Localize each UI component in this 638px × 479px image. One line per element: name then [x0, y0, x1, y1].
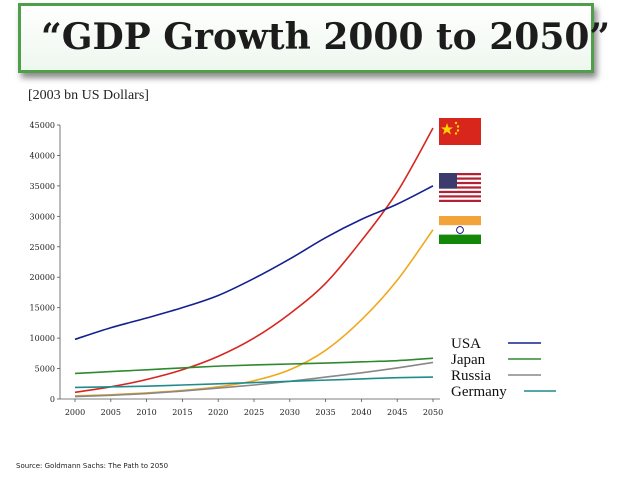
y-tick-label: 45000 — [30, 121, 55, 130]
y-tick-label: 10000 — [30, 334, 55, 343]
x-tick-label: 2040 — [351, 408, 371, 417]
title-banner: “GDP Growth 2000 to 2050” — [18, 3, 610, 73]
series-line-usa — [74, 185, 434, 341]
page-title: “GDP Growth 2000 to 2050” — [41, 16, 611, 58]
series-lines — [74, 127, 434, 398]
series-line-japan — [74, 357, 434, 375]
series-line-germany — [74, 376, 434, 389]
y-tick-label: 40000 — [30, 151, 55, 160]
x-tick-label: 2045 — [387, 408, 407, 417]
y-tick-label: 15000 — [30, 304, 55, 313]
legend-label-japan: Japan — [451, 352, 486, 368]
x-tick-label: 2020 — [208, 408, 228, 417]
legend-label-russia: Russia — [451, 368, 491, 384]
x-tick-label: 2000 — [65, 408, 85, 417]
chart-axes — [59, 125, 440, 400]
unit-label: [2003 bn US Dollars] — [28, 88, 149, 103]
series-line-russia — [74, 361, 434, 398]
x-tick-label: 2050 — [423, 408, 443, 417]
legend-label-germany: Germany — [451, 384, 507, 400]
y-axis-ticks: 0 5000 10000 15000 20000 25000 30000 35000 40000… — [30, 121, 60, 404]
y-tick-label: 30000 — [30, 212, 55, 221]
y-tick-label: 20000 — [30, 273, 55, 282]
x-tick-label: 2015 — [172, 408, 192, 417]
x-tick-label: 2035 — [315, 408, 335, 417]
y-tick-label: 25000 — [30, 243, 55, 252]
y-tick-label: 0 — [50, 395, 55, 404]
x-tick-label: 2005 — [101, 408, 121, 417]
y-tick-label: 5000 — [35, 365, 55, 374]
x-tick-label: 2030 — [280, 408, 300, 417]
series-line-china — [74, 127, 434, 394]
y-tick-label: 35000 — [30, 182, 55, 191]
legend-label-usa: USA — [451, 336, 481, 352]
x-tick-label: 2025 — [244, 408, 264, 417]
usa-flag — [439, 173, 481, 202]
china-flag — [439, 118, 481, 145]
source-note: Source: Goldmann Sachs: The Path to 2050 — [16, 462, 169, 470]
x-axis-ticks: 2000 2005 2010 2015 2020 2025 2030 2035 2040 2045… — [65, 399, 443, 417]
india-flag — [439, 216, 481, 244]
x-tick-label: 2010 — [136, 408, 156, 417]
